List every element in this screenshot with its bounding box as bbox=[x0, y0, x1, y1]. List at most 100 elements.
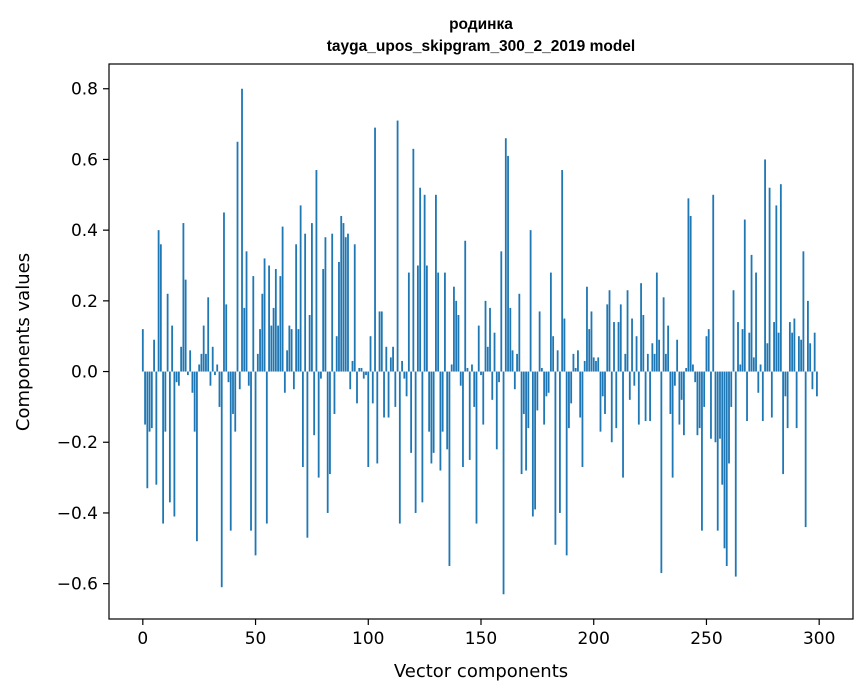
y-tick-label: −0.6 bbox=[57, 575, 98, 595]
bar bbox=[597, 357, 600, 372]
bar bbox=[292, 371, 295, 390]
bar bbox=[626, 290, 629, 372]
bar bbox=[450, 364, 453, 372]
bar bbox=[441, 371, 444, 432]
bar bbox=[322, 269, 325, 372]
bar bbox=[791, 332, 794, 372]
bar bbox=[655, 272, 658, 372]
bar bbox=[619, 304, 622, 372]
bar bbox=[480, 371, 482, 376]
bar bbox=[335, 336, 338, 372]
bar bbox=[419, 187, 422, 372]
bar bbox=[414, 371, 417, 513]
bar bbox=[489, 307, 491, 372]
bar bbox=[667, 325, 670, 372]
bar bbox=[680, 371, 683, 400]
bar bbox=[725, 371, 728, 566]
bar bbox=[538, 311, 541, 372]
bar bbox=[743, 219, 746, 372]
bar bbox=[146, 371, 149, 489]
bar bbox=[295, 244, 298, 372]
bar bbox=[475, 371, 478, 524]
bar bbox=[568, 371, 570, 429]
bar bbox=[599, 371, 602, 432]
bar bbox=[534, 371, 537, 510]
bar bbox=[788, 322, 791, 372]
x-ticks-group: 0 50 100 150 200 250 300 bbox=[137, 619, 835, 649]
bar bbox=[549, 272, 552, 372]
bar bbox=[410, 371, 413, 453]
bar bbox=[394, 371, 397, 407]
bar bbox=[737, 322, 739, 372]
bar bbox=[493, 332, 496, 372]
bar bbox=[344, 237, 347, 372]
bar bbox=[245, 251, 248, 372]
bar bbox=[658, 339, 661, 372]
y-tick-label: 0.0 bbox=[71, 363, 98, 383]
bar bbox=[678, 371, 681, 425]
y-ticks-group: −0.6 −0.4 −0.2 0.0 0.2 0.4 0.6 0.8 bbox=[57, 80, 109, 595]
bar bbox=[504, 138, 507, 372]
bar bbox=[570, 371, 573, 404]
bar bbox=[155, 371, 158, 485]
bar bbox=[313, 371, 316, 436]
bar bbox=[529, 230, 532, 372]
bar bbox=[175, 371, 178, 383]
bar bbox=[405, 371, 408, 397]
bar bbox=[274, 269, 277, 372]
bar bbox=[595, 360, 597, 372]
y-tick-label: 0.8 bbox=[71, 80, 98, 100]
bar bbox=[640, 283, 642, 372]
bar bbox=[338, 261, 340, 372]
bar bbox=[177, 371, 180, 386]
bar bbox=[547, 371, 550, 393]
x-tick-label: 250 bbox=[690, 629, 722, 649]
bar bbox=[214, 371, 216, 376]
bar bbox=[610, 371, 613, 443]
y-tick-label: −0.4 bbox=[57, 504, 98, 524]
bar bbox=[716, 371, 719, 531]
bar bbox=[500, 251, 503, 372]
bar bbox=[209, 371, 212, 386]
bar bbox=[225, 304, 228, 372]
bar bbox=[507, 155, 509, 372]
bar bbox=[588, 329, 591, 372]
bar bbox=[358, 368, 361, 372]
bar bbox=[509, 307, 512, 372]
bar bbox=[218, 371, 221, 407]
bar bbox=[148, 371, 151, 432]
bar bbox=[353, 244, 356, 372]
bar bbox=[746, 371, 748, 422]
bar bbox=[692, 364, 694, 372]
bar bbox=[331, 233, 334, 372]
bar bbox=[403, 371, 406, 379]
bar bbox=[755, 272, 757, 372]
bar bbox=[311, 223, 313, 372]
bar bbox=[459, 371, 462, 386]
bar bbox=[816, 371, 818, 397]
bar bbox=[673, 371, 676, 386]
bar bbox=[653, 353, 656, 372]
y-axis-label: Components values bbox=[13, 253, 34, 431]
bar bbox=[590, 311, 593, 372]
bar bbox=[150, 371, 153, 429]
bar bbox=[279, 276, 282, 372]
bar bbox=[236, 141, 239, 372]
bar bbox=[583, 360, 586, 372]
bar bbox=[721, 371, 724, 485]
bar bbox=[624, 353, 627, 372]
bar bbox=[396, 120, 399, 372]
bar bbox=[164, 371, 167, 432]
bar bbox=[193, 371, 196, 432]
bar bbox=[757, 371, 760, 393]
bar bbox=[574, 368, 577, 372]
bar bbox=[782, 371, 785, 475]
bar bbox=[676, 339, 679, 372]
bar bbox=[207, 297, 210, 372]
bar bbox=[719, 371, 721, 439]
bar bbox=[290, 329, 293, 372]
bar bbox=[779, 184, 782, 372]
bar bbox=[308, 314, 311, 372]
bar bbox=[329, 371, 331, 475]
